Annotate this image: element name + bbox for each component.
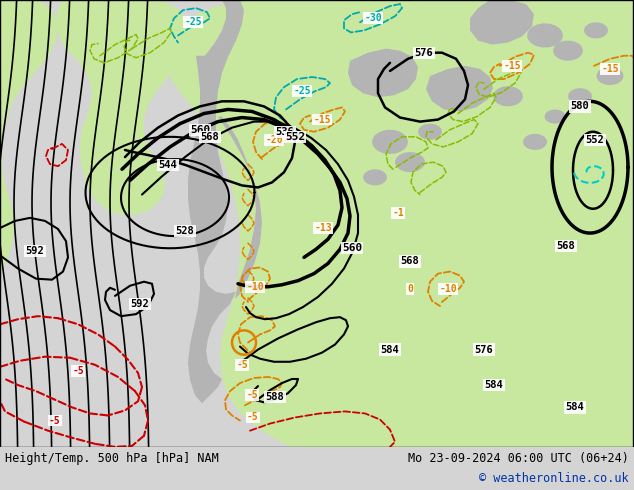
Text: -10: -10	[246, 282, 264, 292]
Text: -10: -10	[439, 284, 457, 294]
Text: 576: 576	[415, 48, 434, 58]
Text: 584: 584	[566, 402, 585, 413]
Polygon shape	[56, 0, 188, 215]
Text: -15: -15	[313, 115, 331, 124]
Text: 544: 544	[158, 160, 178, 170]
Text: -25: -25	[184, 17, 202, 27]
Text: 588: 588	[266, 392, 285, 402]
Polygon shape	[527, 24, 563, 48]
Text: 560: 560	[342, 243, 362, 253]
Text: 592: 592	[25, 246, 44, 256]
Text: 528: 528	[176, 226, 195, 236]
Text: 568: 568	[557, 241, 576, 251]
Text: 0: 0	[407, 284, 413, 294]
Polygon shape	[597, 67, 623, 85]
Polygon shape	[395, 152, 425, 172]
Text: 592: 592	[131, 299, 150, 309]
Text: -5: -5	[236, 360, 248, 370]
Polygon shape	[523, 134, 547, 150]
Text: 536: 536	[276, 127, 294, 137]
Polygon shape	[188, 0, 244, 403]
Polygon shape	[418, 123, 442, 140]
Text: 580: 580	[571, 101, 590, 111]
Text: -30: -30	[364, 13, 382, 23]
Polygon shape	[584, 23, 608, 39]
Text: 552: 552	[285, 132, 305, 142]
Text: -25: -25	[293, 86, 311, 96]
Text: Mo 23-09-2024 06:00 UTC (06+24): Mo 23-09-2024 06:00 UTC (06+24)	[408, 452, 629, 465]
Text: 568: 568	[401, 256, 419, 267]
Text: -15: -15	[601, 64, 619, 74]
Polygon shape	[218, 117, 262, 299]
Text: -15: -15	[503, 61, 521, 71]
Text: -5: -5	[72, 366, 84, 376]
Text: -1: -1	[392, 208, 404, 218]
Polygon shape	[545, 109, 566, 123]
Text: -5: -5	[49, 416, 61, 425]
Text: Height/Temp. 500 hPa [hPa] NAM: Height/Temp. 500 hPa [hPa] NAM	[5, 452, 219, 465]
Polygon shape	[372, 130, 408, 154]
Polygon shape	[165, 0, 634, 447]
Text: 560: 560	[190, 125, 210, 135]
Text: 576: 576	[475, 344, 493, 355]
Polygon shape	[363, 169, 387, 185]
Polygon shape	[348, 49, 418, 98]
Text: -20: -20	[265, 135, 283, 145]
Text: 568: 568	[200, 132, 219, 142]
Polygon shape	[426, 66, 493, 111]
Polygon shape	[493, 86, 523, 106]
Polygon shape	[568, 88, 592, 104]
Text: -5: -5	[246, 390, 258, 400]
Text: -13: -13	[314, 223, 332, 233]
Polygon shape	[553, 41, 583, 61]
Polygon shape	[470, 0, 534, 45]
Text: 584: 584	[380, 344, 399, 355]
Polygon shape	[0, 0, 58, 284]
Polygon shape	[190, 41, 286, 98]
Text: -5: -5	[247, 413, 259, 422]
Text: © weatheronline.co.uk: © weatheronline.co.uk	[479, 472, 629, 485]
Text: 552: 552	[586, 135, 604, 145]
Text: 584: 584	[484, 380, 503, 390]
